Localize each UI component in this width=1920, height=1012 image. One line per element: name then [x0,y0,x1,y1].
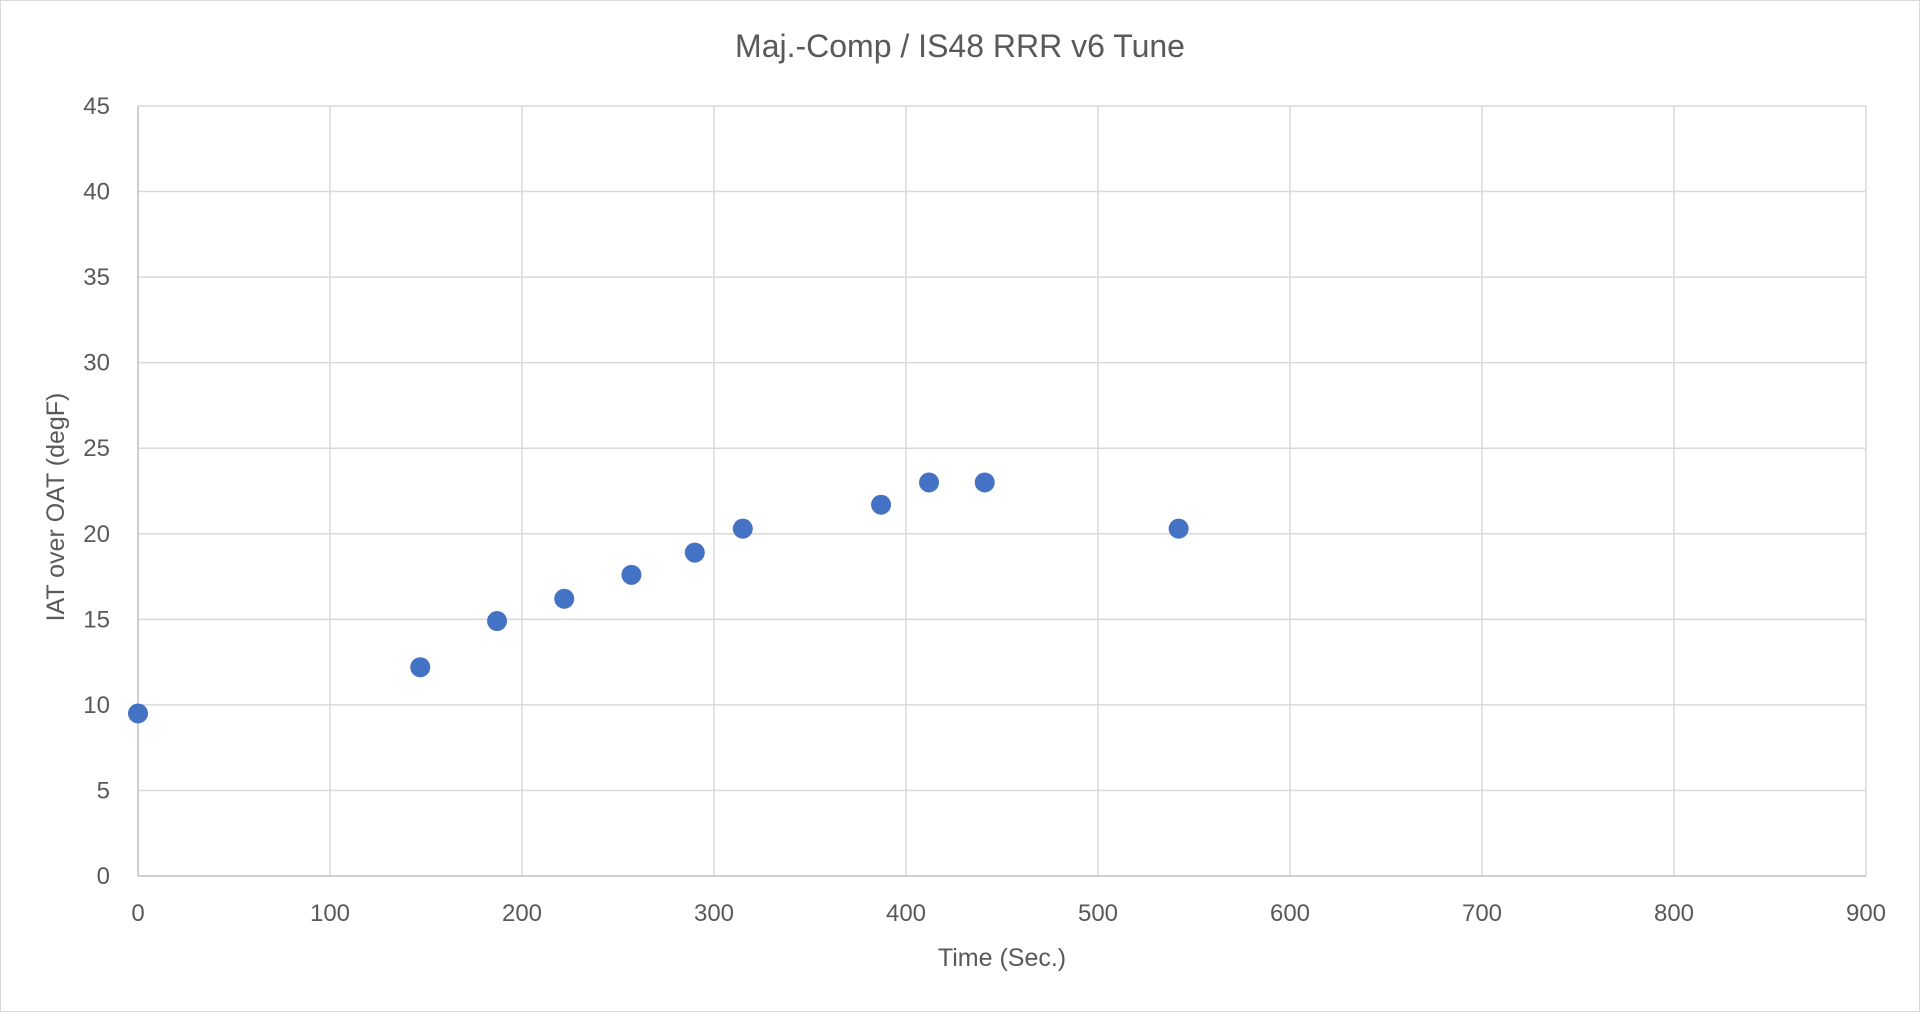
data-point [487,611,508,632]
x-tick-label: 300 [694,900,734,927]
x-axis-label: Time (Sec.) [938,944,1066,972]
x-tick-label: 200 [502,900,542,927]
axes [137,106,1866,877]
y-tick-label: 15 [83,606,110,633]
x-tick-label: 700 [1462,900,1502,927]
y-axis-label: IAT over OAT (degF) [42,393,70,622]
data-point [871,494,892,515]
grid-lines [138,105,1867,876]
y-tick-label: 10 [83,692,110,719]
y-tick-label: 45 [83,93,110,120]
tick-labels: 0 5 10 15 20 25 30 35 40 45 0 100 200 300 400 500 600 700… [83,93,1886,927]
x-tick-label: 600 [1270,900,1310,927]
x-tick-label: 400 [886,900,926,927]
x-tick-label: 500 [1078,900,1118,927]
data-point [684,542,705,563]
data-point [732,518,753,539]
x-tick-label: 800 [1654,900,1694,927]
x-tick-label: 0 [131,900,144,927]
y-tick-label: 40 [83,179,110,206]
x-tick-label: 900 [1846,900,1886,927]
x-tick-label: 100 [310,900,350,927]
data-point [554,588,575,609]
data-points [128,472,1189,724]
data-point [410,657,431,678]
data-point [974,472,995,493]
data-point [621,564,642,585]
chart-title: Maj.-Comp / IS48 RRR v6 Tune [735,28,1185,64]
data-point [128,703,148,724]
y-tick-label: 5 [97,777,110,804]
y-tick-label: 20 [83,521,110,548]
y-tick-label: 30 [83,350,110,377]
y-tick-label: 25 [83,435,110,462]
data-point [1168,518,1189,539]
y-tick-label: 0 [97,863,110,890]
data-point [919,472,940,493]
y-tick-label: 35 [83,264,110,291]
